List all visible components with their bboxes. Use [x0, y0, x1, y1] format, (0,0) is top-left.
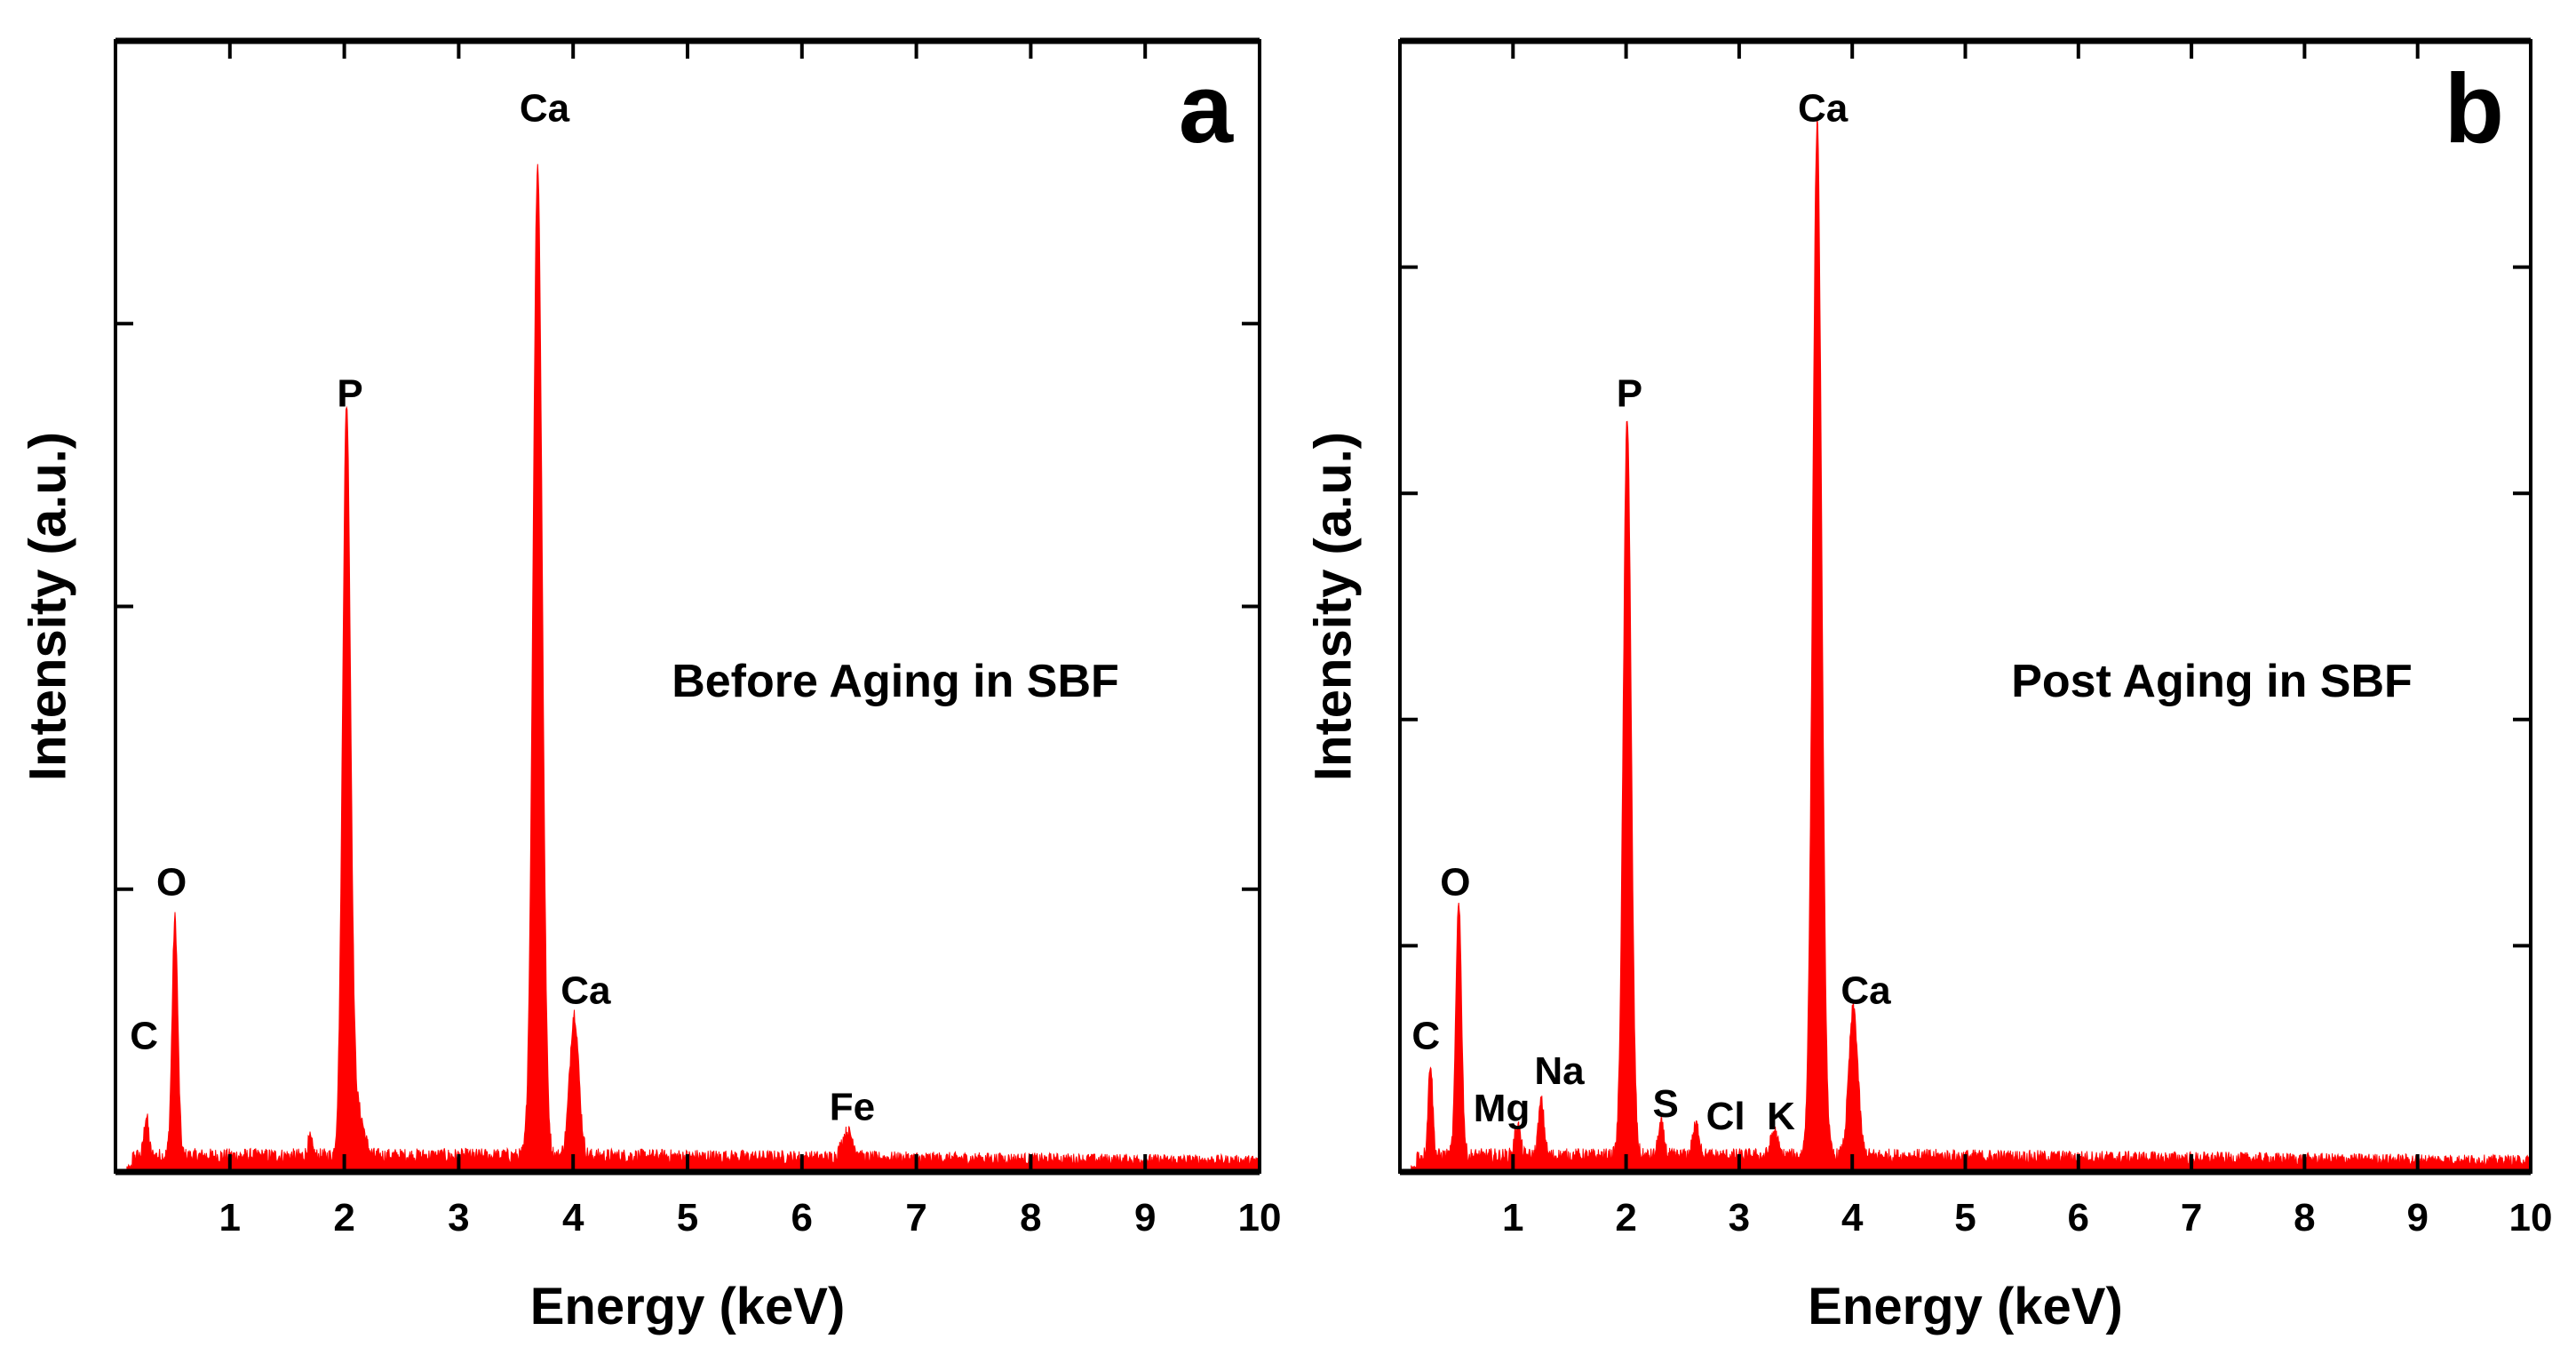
- peak-label-ca: Ca: [1841, 968, 1891, 1012]
- panel-label: a: [1179, 54, 1234, 163]
- x-tick-label: 5: [677, 1196, 698, 1239]
- chart-panel-a: 1 2 3 4 5 6 7 8 9 10 Energy (keV) Intensity (a.u.) a…: [19, 37, 1282, 1335]
- plot-frame: [1398, 39, 2532, 1174]
- peak-label-mg: Mg: [1474, 1087, 1530, 1130]
- x-tick-label: 6: [791, 1196, 813, 1239]
- x-tick-label: 4: [1841, 1196, 1864, 1239]
- peak-label-ca: Ca: [520, 87, 570, 131]
- y-axis-title: Intensity (a.u.): [1304, 432, 1362, 781]
- x-tick-label: 6: [2068, 1196, 2089, 1239]
- x-tick-label: 8: [1020, 1196, 1041, 1239]
- peak-label-c: C: [1411, 1014, 1440, 1057]
- peak-label-ca: Ca: [1798, 87, 1849, 131]
- x-tick-label: 10: [1238, 1196, 1282, 1239]
- spectrum-area: [1411, 116, 2532, 1173]
- x-tick-label: 8: [2294, 1196, 2315, 1239]
- y-axis-title: Intensity (a.u.): [19, 432, 76, 781]
- peak-label-k: K: [1767, 1095, 1795, 1138]
- x-tick-label: 3: [448, 1196, 469, 1239]
- x-tick-label: 2: [1615, 1196, 1636, 1239]
- peak-label-na: Na: [1534, 1049, 1585, 1093]
- x-tick-label: 3: [1729, 1196, 1750, 1239]
- peak-label-p: P: [1617, 371, 1642, 415]
- spectrum-area: [126, 163, 1260, 1173]
- x-tick-label: 9: [2406, 1196, 2428, 1239]
- peak-label-p: P: [337, 371, 362, 415]
- peak-label-fe: Fe: [830, 1086, 875, 1129]
- x-axis-title: Energy (keV): [530, 1278, 846, 1335]
- x-tick-label: 1: [219, 1196, 241, 1239]
- peak-label-cl: Cl: [1706, 1095, 1745, 1138]
- peak-label-s: S: [1652, 1082, 1678, 1126]
- sample-annotation: Post Aging in SBF: [2011, 656, 2413, 707]
- x-tick-label: 9: [1134, 1196, 1156, 1239]
- plot-frame: [114, 39, 1261, 1174]
- peak-label-ca: Ca: [561, 968, 611, 1012]
- x-tick-label: 10: [2509, 1196, 2553, 1239]
- peak-label-c: C: [130, 1014, 158, 1057]
- peak-label-o: O: [156, 860, 187, 904]
- x-tick-label: 2: [333, 1196, 354, 1239]
- x-tick-label: 7: [2181, 1196, 2202, 1239]
- x-axis-title: Energy (keV): [1808, 1278, 2123, 1335]
- x-tick-label: 1: [1502, 1196, 1523, 1239]
- panel-label: b: [2445, 54, 2504, 163]
- x-tick-label: 4: [562, 1196, 584, 1239]
- peak-label-o: O: [1440, 860, 1470, 904]
- sample-annotation: Before Aging in SBF: [672, 656, 1119, 707]
- x-tick-label: 5: [1954, 1196, 1976, 1239]
- x-tick-label: 7: [905, 1196, 926, 1239]
- chart-panel-b: 1 2 3 4 5 6 7 8 9 10 Energy (keV) Intensity (a.u.) b…: [1304, 37, 2553, 1335]
